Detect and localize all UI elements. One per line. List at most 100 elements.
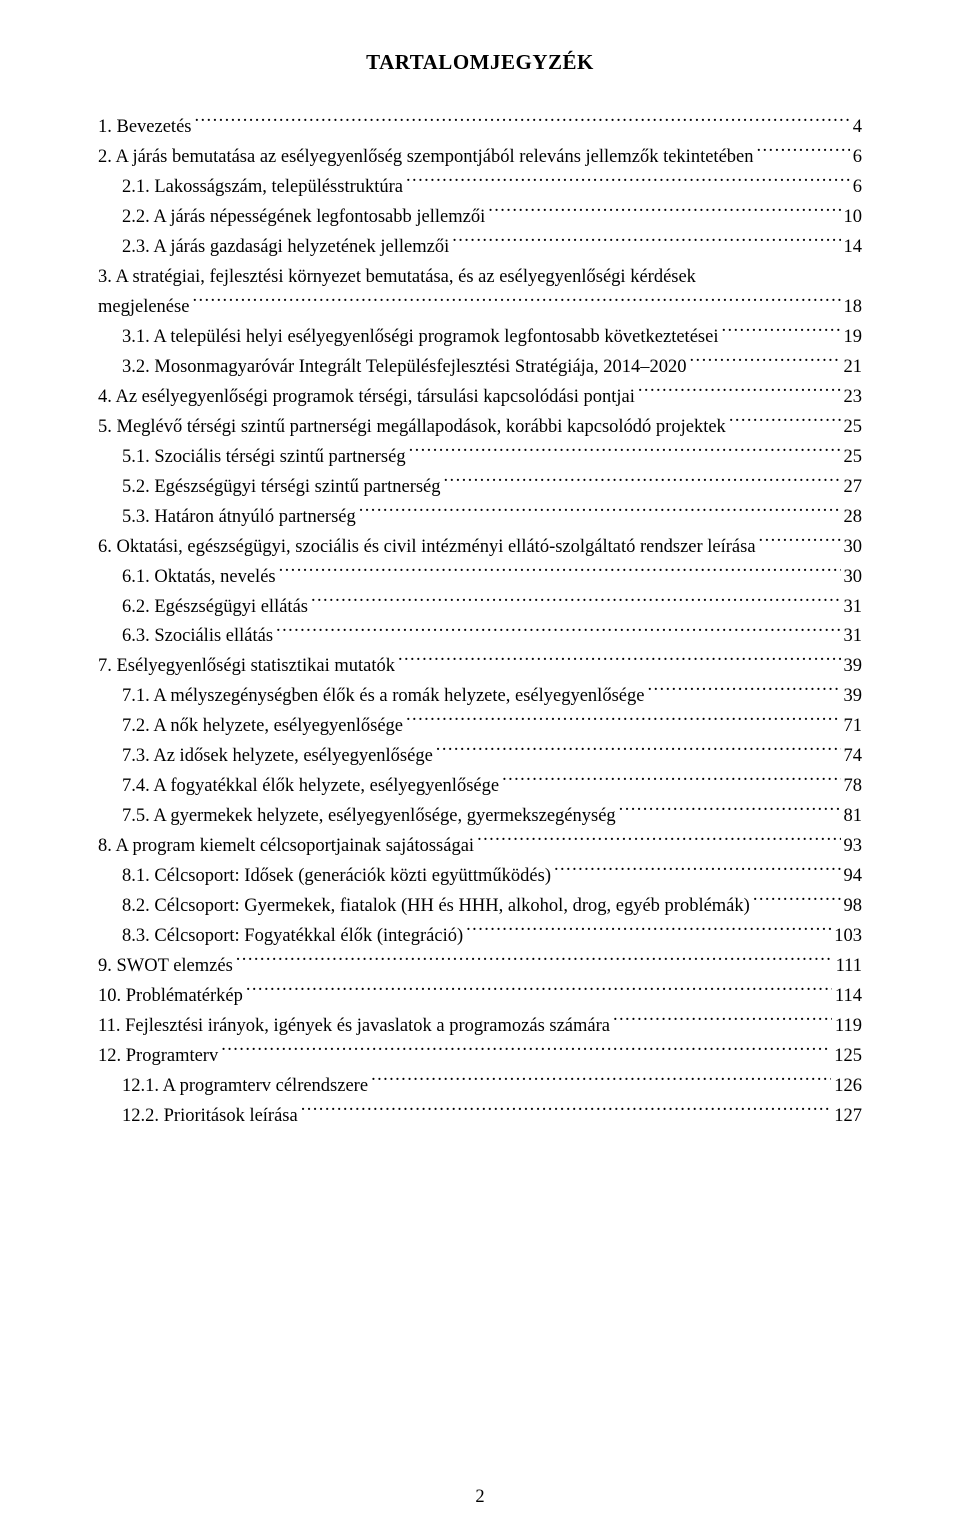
toc-text: 9. SWOT elemzés: [98, 952, 233, 982]
toc-entry: 5.2. Egészségügyi térségi szintű partner…: [98, 473, 862, 503]
toc-entry: 2.2. A járás népességének legfontosabb j…: [98, 203, 862, 233]
toc-entry: 6.1. Oktatás, nevelés30: [98, 563, 862, 593]
toc-page-number: 6: [853, 143, 862, 173]
toc-leader: [301, 1102, 832, 1121]
toc-text: 2.2. A járás népességének legfontosabb j…: [122, 203, 485, 233]
toc-text: 7. Esélyegyenlőségi statisztikai mutatók: [98, 652, 395, 682]
toc-leader: [311, 593, 841, 612]
toc-leader: [436, 743, 841, 762]
toc-text: 7.3. Az idősek helyzete, esélyegyenlőség…: [122, 742, 433, 772]
toc-page-number: 25: [844, 413, 863, 443]
toc-page-number: 125: [834, 1042, 862, 1072]
toc-text: 6. Oktatási, egészségügyi, szociális és …: [98, 533, 756, 563]
toc-page-number: 98: [844, 892, 863, 922]
toc-entry: 3.1. A települési helyi esélyegyenlőségi…: [98, 323, 862, 353]
toc-entry: 8. A program kiemelt célcsoportjainak sa…: [98, 832, 862, 862]
toc-page-number: 111: [836, 952, 862, 982]
toc-entry: 3. A stratégiai, fejlesztési környezet b…: [98, 263, 862, 293]
toc-entry: 1. Bevezetés 4: [98, 113, 862, 143]
toc-page-number: 30: [844, 533, 863, 563]
toc-leader: [619, 803, 841, 822]
toc-text: 8.1. Célcsoport: Idősek (generációk közt…: [122, 862, 551, 892]
toc-page-number: 39: [844, 682, 863, 712]
toc-leader: [444, 473, 841, 492]
toc-entry: 9. SWOT elemzés 111: [98, 952, 862, 982]
toc-text: 7.5. A gyermekek helyzete, esélyegyenlős…: [122, 802, 616, 832]
toc-text: 11. Fejlesztési irányok, igények és java…: [98, 1012, 610, 1042]
toc-leader: [502, 773, 840, 792]
toc-entry-continuation: megjelenése 18: [98, 293, 862, 323]
toc-page-number: 18: [844, 293, 863, 323]
toc-entry: 7. Esélyegyenlőségi statisztikai mutatók…: [98, 652, 862, 682]
toc-entry: 11. Fejlesztési irányok, igények és java…: [98, 1012, 862, 1042]
toc-page-number: 28: [844, 503, 863, 533]
toc-page-number: 4: [853, 113, 862, 143]
toc-leader: [488, 203, 840, 222]
toc-page-number: 31: [844, 593, 863, 623]
toc-leader: [409, 443, 841, 462]
toc-entry: 2.3. A járás gazdasági helyzetének jelle…: [98, 233, 862, 263]
toc-text: 12.2. Prioritások leírása: [122, 1102, 298, 1132]
toc-entry: 3.2. Mosonmagyaróvár Integrált Település…: [98, 353, 862, 383]
toc-leader: [371, 1073, 831, 1092]
toc-text: 3. A stratégiai, fejlesztési környezet b…: [98, 267, 696, 287]
toc-text: 1. Bevezetés: [98, 113, 192, 143]
toc-text: 10. Problématérkép: [98, 982, 243, 1012]
toc-entry: 6. Oktatási, egészségügyi, szociális és …: [98, 533, 862, 563]
toc-leader: [398, 653, 841, 672]
toc-text: 5. Meglévő térségi szintű partnerségi me…: [98, 413, 726, 443]
toc-leader: [753, 893, 841, 912]
table-of-contents: 1. Bevezetés 42. A járás bemutatása az es…: [98, 113, 862, 1132]
toc-page-number: 14: [844, 233, 863, 263]
page-number-footer: 2: [0, 1487, 960, 1508]
toc-leader: [729, 413, 841, 432]
toc-page-number: 6: [853, 173, 862, 203]
toc-page-number: 126: [834, 1072, 862, 1102]
toc-text: 4. Az esélyegyenlőségi programok térségi…: [98, 383, 635, 413]
toc-leader: [192, 293, 840, 312]
toc-page-number: 103: [834, 922, 862, 952]
toc-text: 7.1. A mélyszegénységben élők és a romák…: [122, 682, 644, 712]
toc-text: 2.1. Lakosságszám, településstruktúra: [122, 173, 403, 203]
toc-page-number: 19: [844, 323, 863, 353]
toc-leader: [236, 953, 833, 972]
toc-page-number: 127: [834, 1102, 862, 1132]
toc-leader: [195, 114, 850, 133]
toc-leader: [276, 623, 840, 642]
toc-text: 5.1. Szociális térségi szintű partnerség: [122, 443, 406, 473]
toc-page-number: 94: [844, 862, 863, 892]
toc-text: 7.4. A fogyatékkal élők helyzete, esélye…: [122, 772, 499, 802]
page-title: TARTALOMJEGYZÉK: [98, 50, 862, 75]
toc-text: 6.2. Egészségügyi ellátás: [122, 593, 308, 623]
toc-text: 12. Programterv: [98, 1042, 218, 1072]
toc-text: 6.1. Oktatás, nevelés: [122, 563, 276, 593]
toc-page-number: 78: [844, 772, 863, 802]
toc-leader: [279, 563, 841, 582]
toc-text: 3.1. A települési helyi esélyegyenlőségi…: [122, 323, 718, 353]
toc-leader: [690, 353, 841, 372]
toc-leader: [477, 833, 840, 852]
toc-entry: 10. Problématérkép114: [98, 982, 862, 1012]
toc-leader: [757, 143, 850, 162]
toc-entry: 12. Programterv 125: [98, 1042, 862, 1072]
toc-entry: 7.4. A fogyatékkal élők helyzete, esélye…: [98, 772, 862, 802]
toc-page-number: 93: [844, 832, 863, 862]
toc-text: 12.1. A programterv célrendszere: [122, 1072, 368, 1102]
toc-text: 8.3. Célcsoport: Fogyatékkal élők (integ…: [122, 922, 463, 952]
toc-text: megjelenése: [98, 293, 189, 323]
toc-entry: 2. A járás bemutatása az esélyegyenlőség…: [98, 143, 862, 173]
toc-text: 8. A program kiemelt célcsoportjainak sa…: [98, 832, 474, 862]
toc-entry: 7.5. A gyermekek helyzete, esélyegyenlős…: [98, 802, 862, 832]
toc-leader: [638, 383, 841, 402]
toc-leader: [721, 323, 840, 342]
toc-entry: 12.2. Prioritások leírása 127: [98, 1102, 862, 1132]
toc-text: 7.2. A nők helyzete, esélyegyenlősége: [122, 712, 403, 742]
toc-page-number: 23: [844, 383, 863, 413]
toc-entry: 5.1. Szociális térségi szintű partnerség…: [98, 443, 862, 473]
toc-entry: 8.3. Célcsoport: Fogyatékkal élők (integ…: [98, 922, 862, 952]
toc-leader: [221, 1043, 831, 1062]
toc-page-number: 119: [835, 1012, 862, 1042]
toc-leader: [466, 923, 831, 942]
toc-leader: [406, 713, 840, 732]
toc-entry: 7.3. Az idősek helyzete, esélyegyenlőség…: [98, 742, 862, 772]
